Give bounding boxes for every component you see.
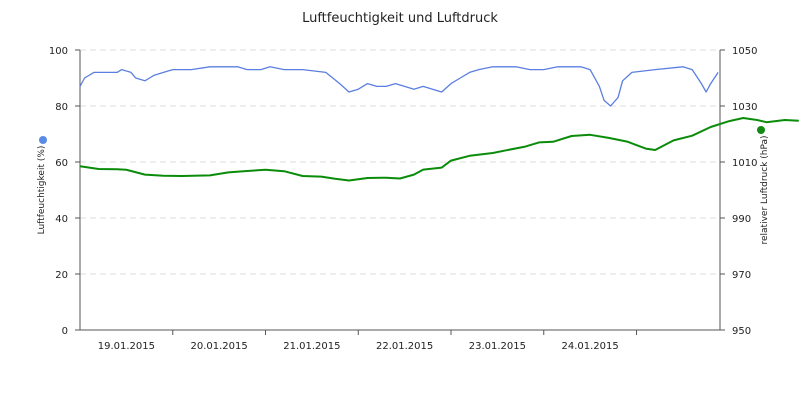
axis-layer: 0 950 20 970 40 990 60 1010 80 1030 100 1050 19.01.2… <box>49 46 758 352</box>
grid-layer <box>80 49 720 275</box>
x-tick-label: 24.01.2015 <box>562 341 619 352</box>
x-tick-label: 23.01.2015 <box>469 341 526 352</box>
pressure-line <box>79 117 799 182</box>
y-right-tick-label: 990 <box>732 214 751 225</box>
series-layer <box>79 66 799 182</box>
pressure-legend-marker <box>757 126 765 134</box>
x-tick-label: 19.01.2015 <box>98 341 155 352</box>
chart-title: Luftfeuchtigkeit und Luftdruck <box>302 11 498 26</box>
x-tick-label: 22.01.2015 <box>376 341 433 352</box>
y-left-tick-label: 20 <box>55 270 68 281</box>
humidity-line <box>79 66 719 107</box>
x-tick-label: 21.01.2015 <box>283 341 340 352</box>
y-right-tick-label: 1030 <box>732 102 757 113</box>
y-right-axis-title: relativer Luftdruck (hPa) <box>760 135 770 244</box>
y-right-tick-label: 970 <box>732 270 751 281</box>
humidity-legend-marker <box>39 136 47 144</box>
y-left-tick-label: 0 <box>62 326 68 337</box>
y-right-tick-label: 950 <box>732 326 751 337</box>
y-right-tick-label: 1050 <box>732 46 757 57</box>
x-tick-label: 20.01.2015 <box>190 341 247 352</box>
y-right-tick-label: 1010 <box>732 158 757 169</box>
y-left-tick-label: 100 <box>49 46 68 57</box>
y-left-axis-title: Luftfeuchtigkeit (%) <box>37 146 47 235</box>
y-left-tick-label: 40 <box>55 214 68 225</box>
y-left-tick-label: 80 <box>55 102 68 113</box>
y-left-tick-label: 60 <box>55 158 68 169</box>
